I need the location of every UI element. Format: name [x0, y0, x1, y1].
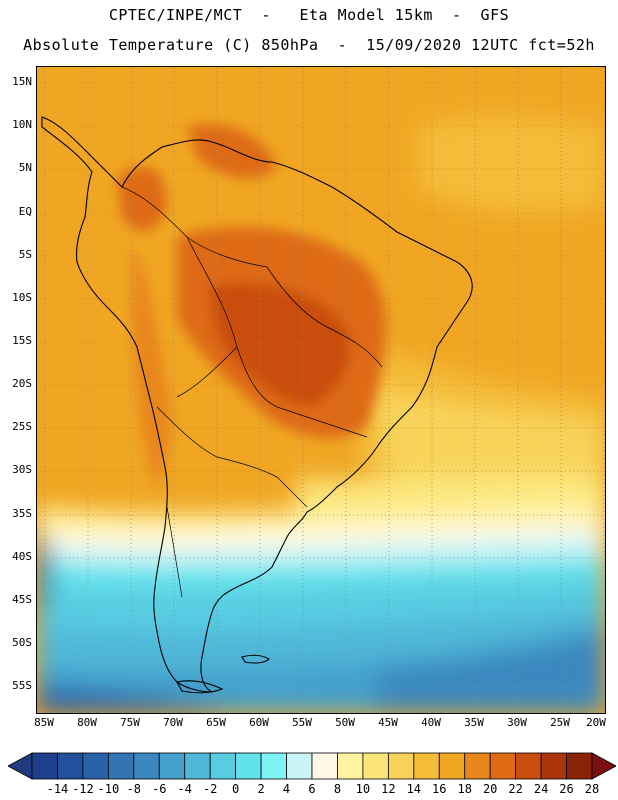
- colorbar-swatch: [566, 752, 593, 780]
- colorbar-tick-label: 22: [508, 782, 523, 796]
- chart-title-line2: Absolute Temperature (C) 850hPa - 15/09/…: [23, 36, 595, 54]
- colorbar: [8, 752, 616, 780]
- colorbar-swatch: [286, 752, 313, 780]
- lat-label-35s: 35S: [12, 507, 32, 520]
- lat-label-10s: 10S: [12, 291, 32, 304]
- colorbar-over-arrow: [591, 752, 616, 780]
- colorbar-tick-label: 24: [533, 782, 549, 796]
- colorbar-under-arrow: [8, 752, 33, 780]
- colorbar-swatch: [260, 752, 287, 780]
- colorbar-tick-label: 4: [282, 782, 291, 796]
- colorbar-swatch: [235, 752, 262, 780]
- colorbar-tick-label: 10: [355, 782, 371, 796]
- colorbar-tick-label: 16: [432, 782, 447, 796]
- colorbar-tick-label: 14: [406, 782, 422, 796]
- lat-label-30s: 30S: [12, 463, 32, 476]
- lat-label-5s: 5S: [18, 248, 32, 261]
- colorbar-swatch: [107, 752, 135, 780]
- lat-label-eq: EQ: [18, 205, 32, 218]
- lat-label-20s: 20S: [12, 377, 32, 390]
- lon-label-20w: 20W: [586, 716, 606, 729]
- colorbar-swatch: [387, 752, 415, 780]
- colorbar-tick-label: -4: [177, 782, 192, 796]
- colorbar-tick-label: 8: [333, 782, 342, 796]
- lon-label-55w: 55W: [292, 716, 312, 729]
- colorbar-swatch: [438, 752, 466, 780]
- colorbar-swatch: [515, 752, 542, 780]
- lat-label-15s: 15S: [12, 334, 32, 347]
- coastlines: [41, 116, 473, 694]
- colorbar-swatch: [362, 752, 389, 780]
- colorbar-tick-label: 20: [482, 782, 498, 796]
- graticule: [37, 67, 605, 713]
- lon-label-65w: 65W: [206, 716, 226, 729]
- lat-label-55s: 55S: [12, 679, 32, 692]
- lat-label-15n: 15N: [12, 75, 32, 88]
- colorbar-swatch: [413, 752, 440, 780]
- lon-label-85w: 85W: [34, 716, 54, 729]
- lon-label-80w: 80W: [77, 716, 97, 729]
- colorbar-swatch: [540, 752, 567, 780]
- lon-label-60w: 60W: [249, 716, 269, 729]
- temperature-field: [37, 67, 605, 713]
- colorbar-swatch: [489, 752, 517, 780]
- colorbar-swatch: [464, 752, 491, 780]
- colorbar-swatch: [57, 752, 84, 780]
- colorbar-tick-label: -14: [46, 782, 69, 796]
- lon-label-40w: 40W: [421, 716, 441, 729]
- lat-label-25s: 25S: [12, 420, 32, 433]
- colorbar-swatch: [158, 752, 186, 780]
- lat-label-10n: 10N: [12, 118, 32, 131]
- colorbar-tick-label: -8: [126, 782, 142, 796]
- colorbar-swatches: [8, 752, 616, 780]
- lon-label-75w: 75W: [120, 716, 140, 729]
- lon-label-25w: 25W: [550, 716, 570, 729]
- colorbar-tick-label: 2: [257, 782, 265, 796]
- colorbar-swatch: [209, 752, 237, 780]
- lon-label-70w: 70W: [163, 716, 183, 729]
- country-borders: [121, 186, 383, 598]
- colorbar-tick-label: -2: [202, 782, 218, 796]
- colorbar-swatch: [31, 752, 58, 780]
- lon-label-50w: 50W: [335, 716, 355, 729]
- lon-label-35w: 35W: [464, 716, 484, 729]
- colorbar-tick-label: -10: [97, 782, 120, 796]
- colorbar-tick-label: 28: [584, 782, 600, 796]
- lon-label-45w: 45W: [378, 716, 398, 729]
- colorbar-tick-label: 0: [232, 782, 240, 796]
- chart-title-line1: CPTEC/INPE/MCT - Eta Model 15km - GFS: [108, 6, 510, 24]
- colorbar-tick-label: -12: [72, 782, 94, 796]
- colorbar-swatch: [133, 752, 160, 780]
- lat-label-40s: 40S: [12, 550, 32, 563]
- colorbar-swatch: [337, 752, 364, 780]
- colorbar-swatch: [311, 752, 338, 780]
- temperature-map-svg: [37, 67, 605, 713]
- colorbar-swatch: [184, 752, 211, 780]
- temperature-map: [36, 66, 606, 714]
- lat-label-50s: 50S: [12, 636, 32, 649]
- colorbar-tick-label: 18: [457, 782, 472, 796]
- colorbar-tick-label: 6: [308, 782, 316, 796]
- colorbar-tick-label: 12: [381, 782, 396, 796]
- colorbar-swatch: [82, 752, 109, 780]
- colorbar-tick-label: -6: [152, 782, 167, 796]
- colorbar-tick-label: 26: [559, 782, 574, 796]
- lat-label-45s: 45S: [12, 593, 32, 606]
- lat-label-5n: 5N: [18, 161, 32, 174]
- lon-label-30w: 30W: [507, 716, 527, 729]
